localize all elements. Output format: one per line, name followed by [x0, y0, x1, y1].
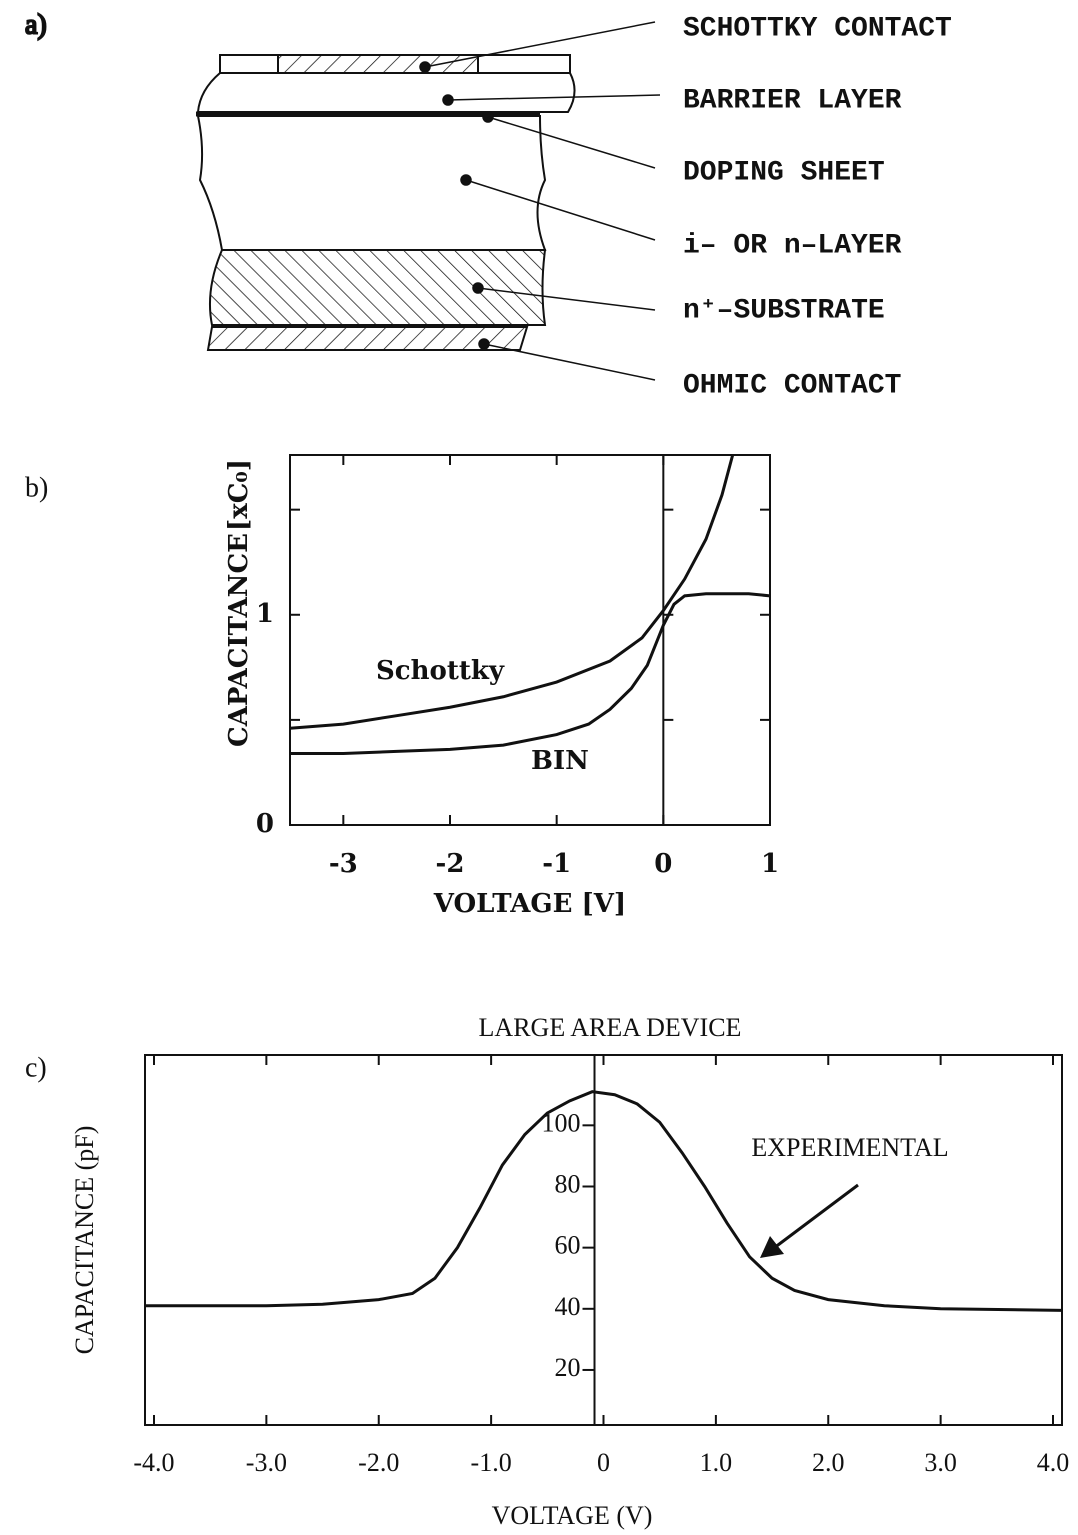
plot-frame: [144, 1054, 1063, 1426]
x-tick-label: 0: [654, 849, 672, 879]
panel-label: a): [25, 9, 47, 40]
chart-title: LARGE AREA DEVICE: [479, 1013, 742, 1042]
x-tick-label: -2: [436, 849, 465, 879]
x-tick-label: -4.0: [133, 1448, 174, 1477]
y-tick-label: 80: [555, 1169, 581, 1198]
x-tick-label: 2.0: [812, 1448, 845, 1477]
y-axis-unit: [xC₀]: [224, 459, 254, 531]
layer-label: OHMIC CONTACT: [683, 370, 901, 401]
y-axis-label: CAPACITANCE (pF): [70, 1126, 99, 1355]
series-label: BIN: [531, 746, 589, 776]
panel-label: c): [25, 1052, 47, 1083]
device-diagram: a) SCHOTTKY CONTACT BARRIER LAYER DOPING…: [24, 8, 952, 401]
y-tick-label: 40: [555, 1292, 581, 1321]
layer-label: DOPING SHEET: [683, 157, 885, 188]
arrow-shaft: [773, 1183, 859, 1250]
curve: [145, 1090, 1063, 1312]
x-tick-label: -3: [329, 849, 358, 879]
ohmic-contact: [206, 326, 529, 351]
x-tick-label: 4.0: [1037, 1448, 1070, 1477]
arrow-head: [760, 1236, 784, 1258]
annotation: EXPERIMENTAL: [751, 1133, 948, 1162]
plot-frame: [289, 454, 771, 826]
schottky-contact: [277, 54, 479, 74]
x-tick-label: -1: [542, 849, 571, 879]
x-tick-label: 1.0: [700, 1448, 733, 1477]
y-axis-label: CAPACITANCE: [224, 533, 254, 747]
barrier-layer: [196, 72, 576, 113]
x-tick-label: 1: [761, 849, 779, 879]
layer-label: SCHOTTKY CONTACT: [683, 13, 952, 44]
curve: [289, 454, 735, 730]
x-axis-label: VOLTAGE [V]: [433, 889, 626, 919]
x-tick-label: 0: [597, 1448, 610, 1477]
x-tick-label: 3.0: [924, 1448, 957, 1477]
y-tick-label: 60: [555, 1231, 581, 1260]
y-tick-label: 0: [256, 809, 274, 839]
x-tick-label: -1.0: [471, 1448, 512, 1477]
layer-label: i– OR n–LAYER: [683, 230, 902, 261]
x-axis-label: VOLTAGE (V): [492, 1501, 653, 1530]
curve: [290, 592, 771, 756]
leaders: [419, 21, 661, 381]
series-label: Schottky: [376, 656, 505, 686]
substrate: [209, 249, 547, 326]
layer-label: n⁺–SUBSTRATE: [683, 295, 885, 326]
x-tick-label: -3.0: [246, 1448, 287, 1477]
y-tick-label: 1: [256, 599, 274, 629]
panel-label: b): [25, 472, 48, 503]
layer-label: BARRIER LAYER: [683, 85, 902, 116]
y-tick-label: 20: [555, 1353, 581, 1382]
i-layer: [196, 115, 547, 251]
x-tick-label: -2.0: [358, 1448, 399, 1477]
